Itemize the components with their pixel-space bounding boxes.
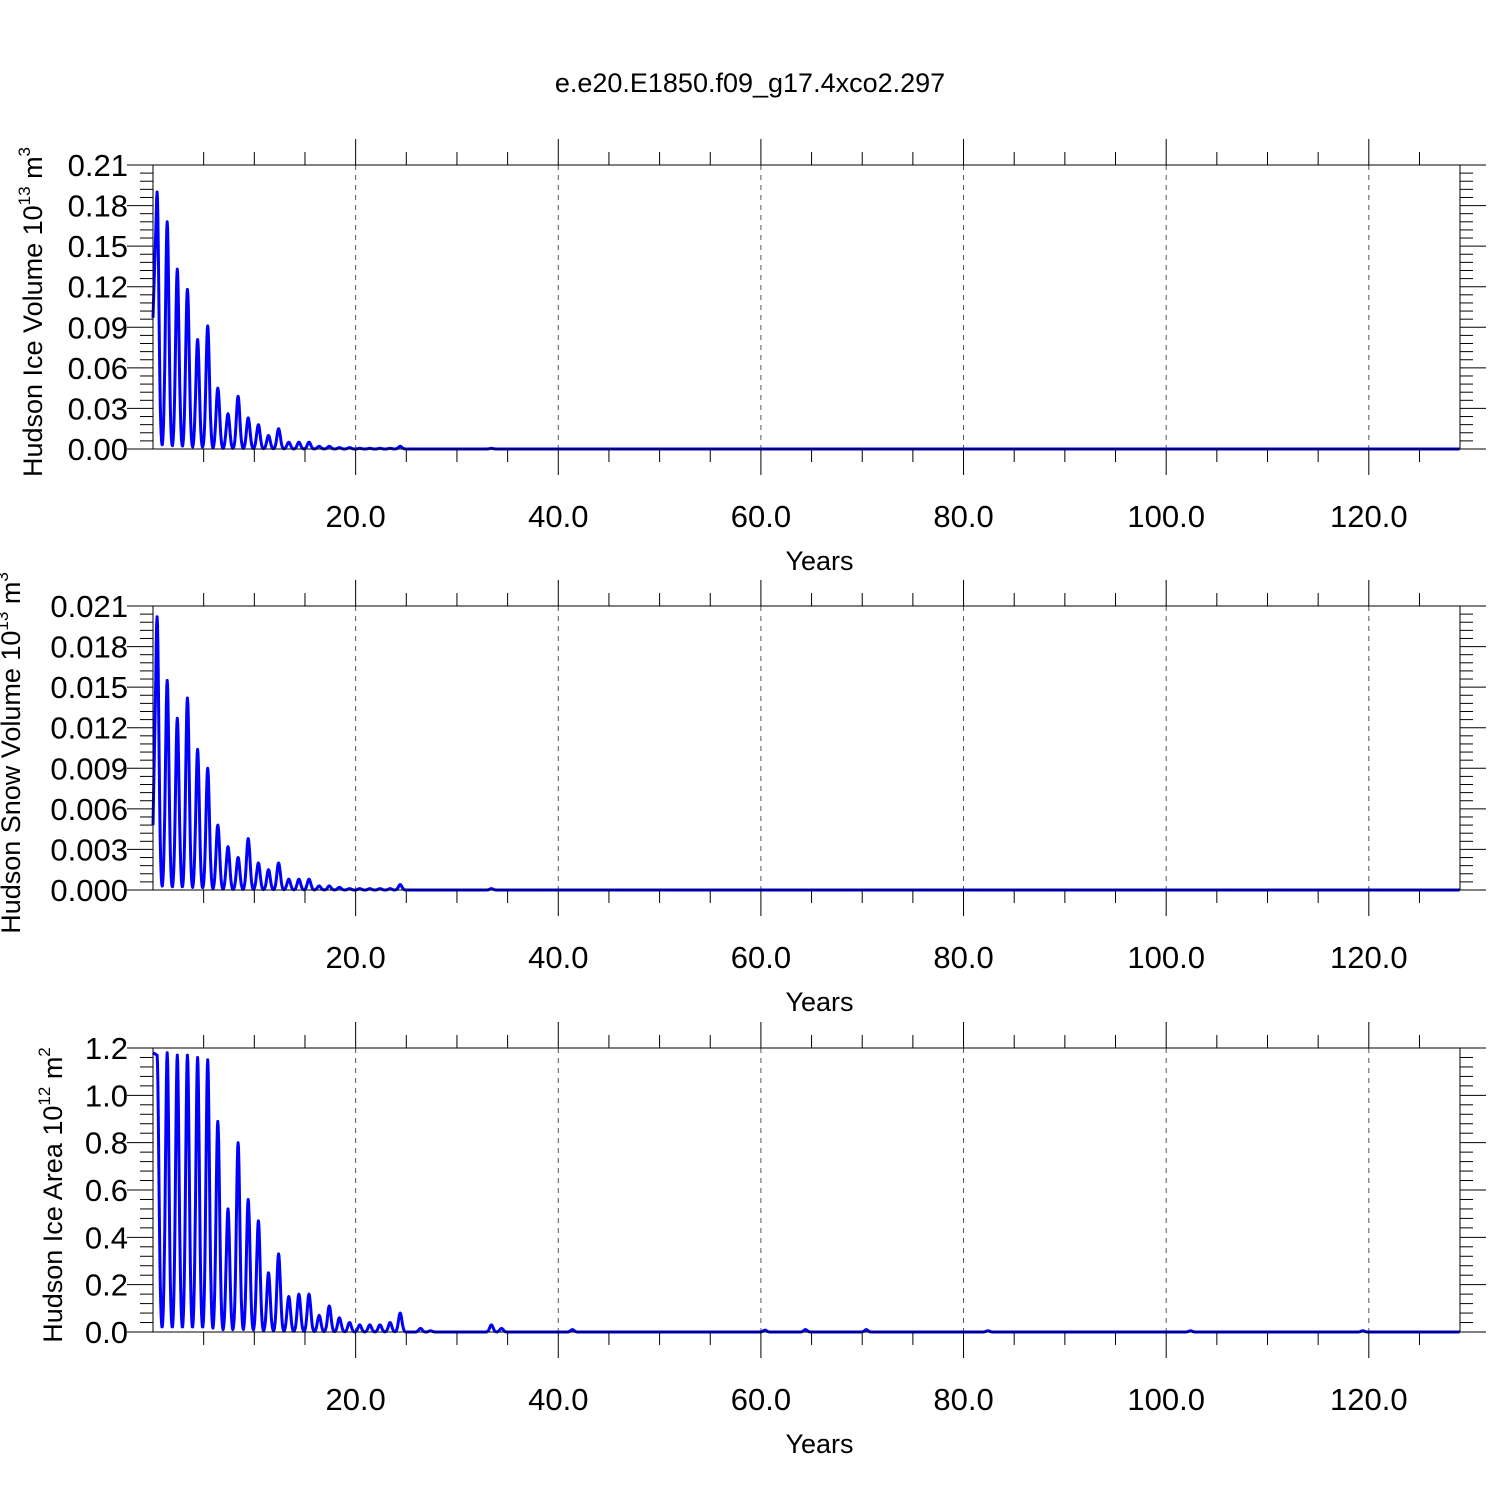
chart-title: e.e20.E1850.f09_g17.4xco2.297 <box>555 68 945 98</box>
axis-ticks <box>127 1022 1486 1358</box>
series-line <box>151 190 1461 451</box>
y-tick-label: 0.8 <box>85 1126 128 1161</box>
y-tick-label: 0.21 <box>68 148 128 183</box>
x-tick-label: 20.0 <box>325 1382 385 1417</box>
y-axis-label: Hudson Ice Area 1012 m2 <box>35 1047 68 1343</box>
x-tick-label: 60.0 <box>731 499 791 534</box>
y-tick-label: 0.012 <box>50 711 128 746</box>
y-tick-label: 0.03 <box>68 391 128 426</box>
x-tick-label: 100.0 <box>1127 1382 1205 1417</box>
y-tick-label: 1.0 <box>85 1078 128 1113</box>
x-tick-label: 100.0 <box>1127 499 1205 534</box>
y-tick-label: 0.6 <box>85 1173 128 1208</box>
panel-ice-volume: 20.0 40.0 60.0 80.0 100.0 120.0 0.000.030.060… <box>15 139 1486 576</box>
y-tick-label: 1.2 <box>85 1031 128 1066</box>
series-area <box>151 615 1461 892</box>
x-axis-label: Years <box>785 987 853 1017</box>
series-area <box>151 190 1461 451</box>
panel-ice-area: 20.0 40.0 60.0 80.0 100.0 120.0 0.00.20.40.60… <box>35 1022 1486 1459</box>
plot-frame <box>152 1047 1461 1333</box>
y-axis-label: Hudson Snow Volume 1013 m3 <box>0 572 26 934</box>
y-tick-label: 0.0 <box>85 1315 128 1350</box>
x-tick-label: 20.0 <box>325 940 385 975</box>
x-grid <box>355 1048 1370 1332</box>
panel-snow-volume: 20.0 40.0 60.0 80.0 100.0 120.0 0.0000.0030.0… <box>0 572 1486 1017</box>
x-grid <box>355 606 1370 890</box>
x-tick-label: 20.0 <box>325 499 385 534</box>
x-tick-labels: 20.0 40.0 60.0 80.0 100.0 120.0 <box>325 1382 1407 1417</box>
y-tick-labels: 0.0 0.2 0.4 0.6 0.8 1.0 1.2 <box>85 1031 128 1350</box>
x-tick-label: 80.0 <box>933 940 993 975</box>
y-tick-label: 0.00 <box>68 432 128 467</box>
x-axis-label: Years <box>785 546 853 576</box>
y-tick-labels: 0.00 0.03 0.06 0.09 0.12 0.15 0.18 0.21 <box>68 148 128 467</box>
series-line <box>151 1051 1461 1334</box>
y-tick-labels: 0.000 0.003 0.006 0.009 0.012 0.015 0.018 0.021 <box>50 589 128 908</box>
y-tick-label: 0.000 <box>50 873 128 908</box>
y-tick-label: 0.009 <box>50 751 128 786</box>
x-tick-label: 40.0 <box>528 1382 588 1417</box>
y-tick-label: 0.06 <box>68 351 128 386</box>
plot-frame <box>152 164 1461 450</box>
y-tick-label: 0.2 <box>85 1268 128 1303</box>
y-tick-label: 0.12 <box>68 270 128 305</box>
x-tick-label: 120.0 <box>1330 940 1408 975</box>
x-axis-label: Years <box>785 1429 853 1459</box>
y-axis-label: Hudson Ice Volume 1013 m3 <box>15 147 48 477</box>
y-tick-label: 0.4 <box>85 1220 128 1255</box>
x-tick-label: 120.0 <box>1330 499 1408 534</box>
x-tick-label: 60.0 <box>731 940 791 975</box>
x-tick-label: 60.0 <box>731 1382 791 1417</box>
series-line <box>151 615 1461 892</box>
y-tick-label: 0.18 <box>68 189 128 224</box>
y-tick-label: 0.015 <box>50 670 128 705</box>
x-tick-label: 80.0 <box>933 499 993 534</box>
y-tick-label: 0.15 <box>68 229 128 264</box>
x-tick-labels: 20.0 40.0 60.0 80.0 100.0 120.0 <box>325 499 1407 534</box>
axis-ticks <box>127 580 1486 916</box>
y-tick-label: 0.09 <box>68 310 128 345</box>
x-tick-label: 40.0 <box>528 499 588 534</box>
x-tick-label: 100.0 <box>1127 940 1205 975</box>
x-tick-label: 80.0 <box>933 1382 993 1417</box>
plot-frame <box>152 605 1461 891</box>
y-tick-label: 0.003 <box>50 832 128 867</box>
x-grid <box>355 165 1370 449</box>
y-tick-label: 0.021 <box>50 589 128 624</box>
axis-ticks <box>127 139 1486 475</box>
x-tick-labels: 20.0 40.0 60.0 80.0 100.0 120.0 <box>325 940 1407 975</box>
x-tick-label: 120.0 <box>1330 1382 1408 1417</box>
series-area <box>151 1051 1461 1334</box>
y-tick-label: 0.018 <box>50 630 128 665</box>
x-tick-label: 40.0 <box>528 940 588 975</box>
y-tick-label: 0.006 <box>50 792 128 827</box>
